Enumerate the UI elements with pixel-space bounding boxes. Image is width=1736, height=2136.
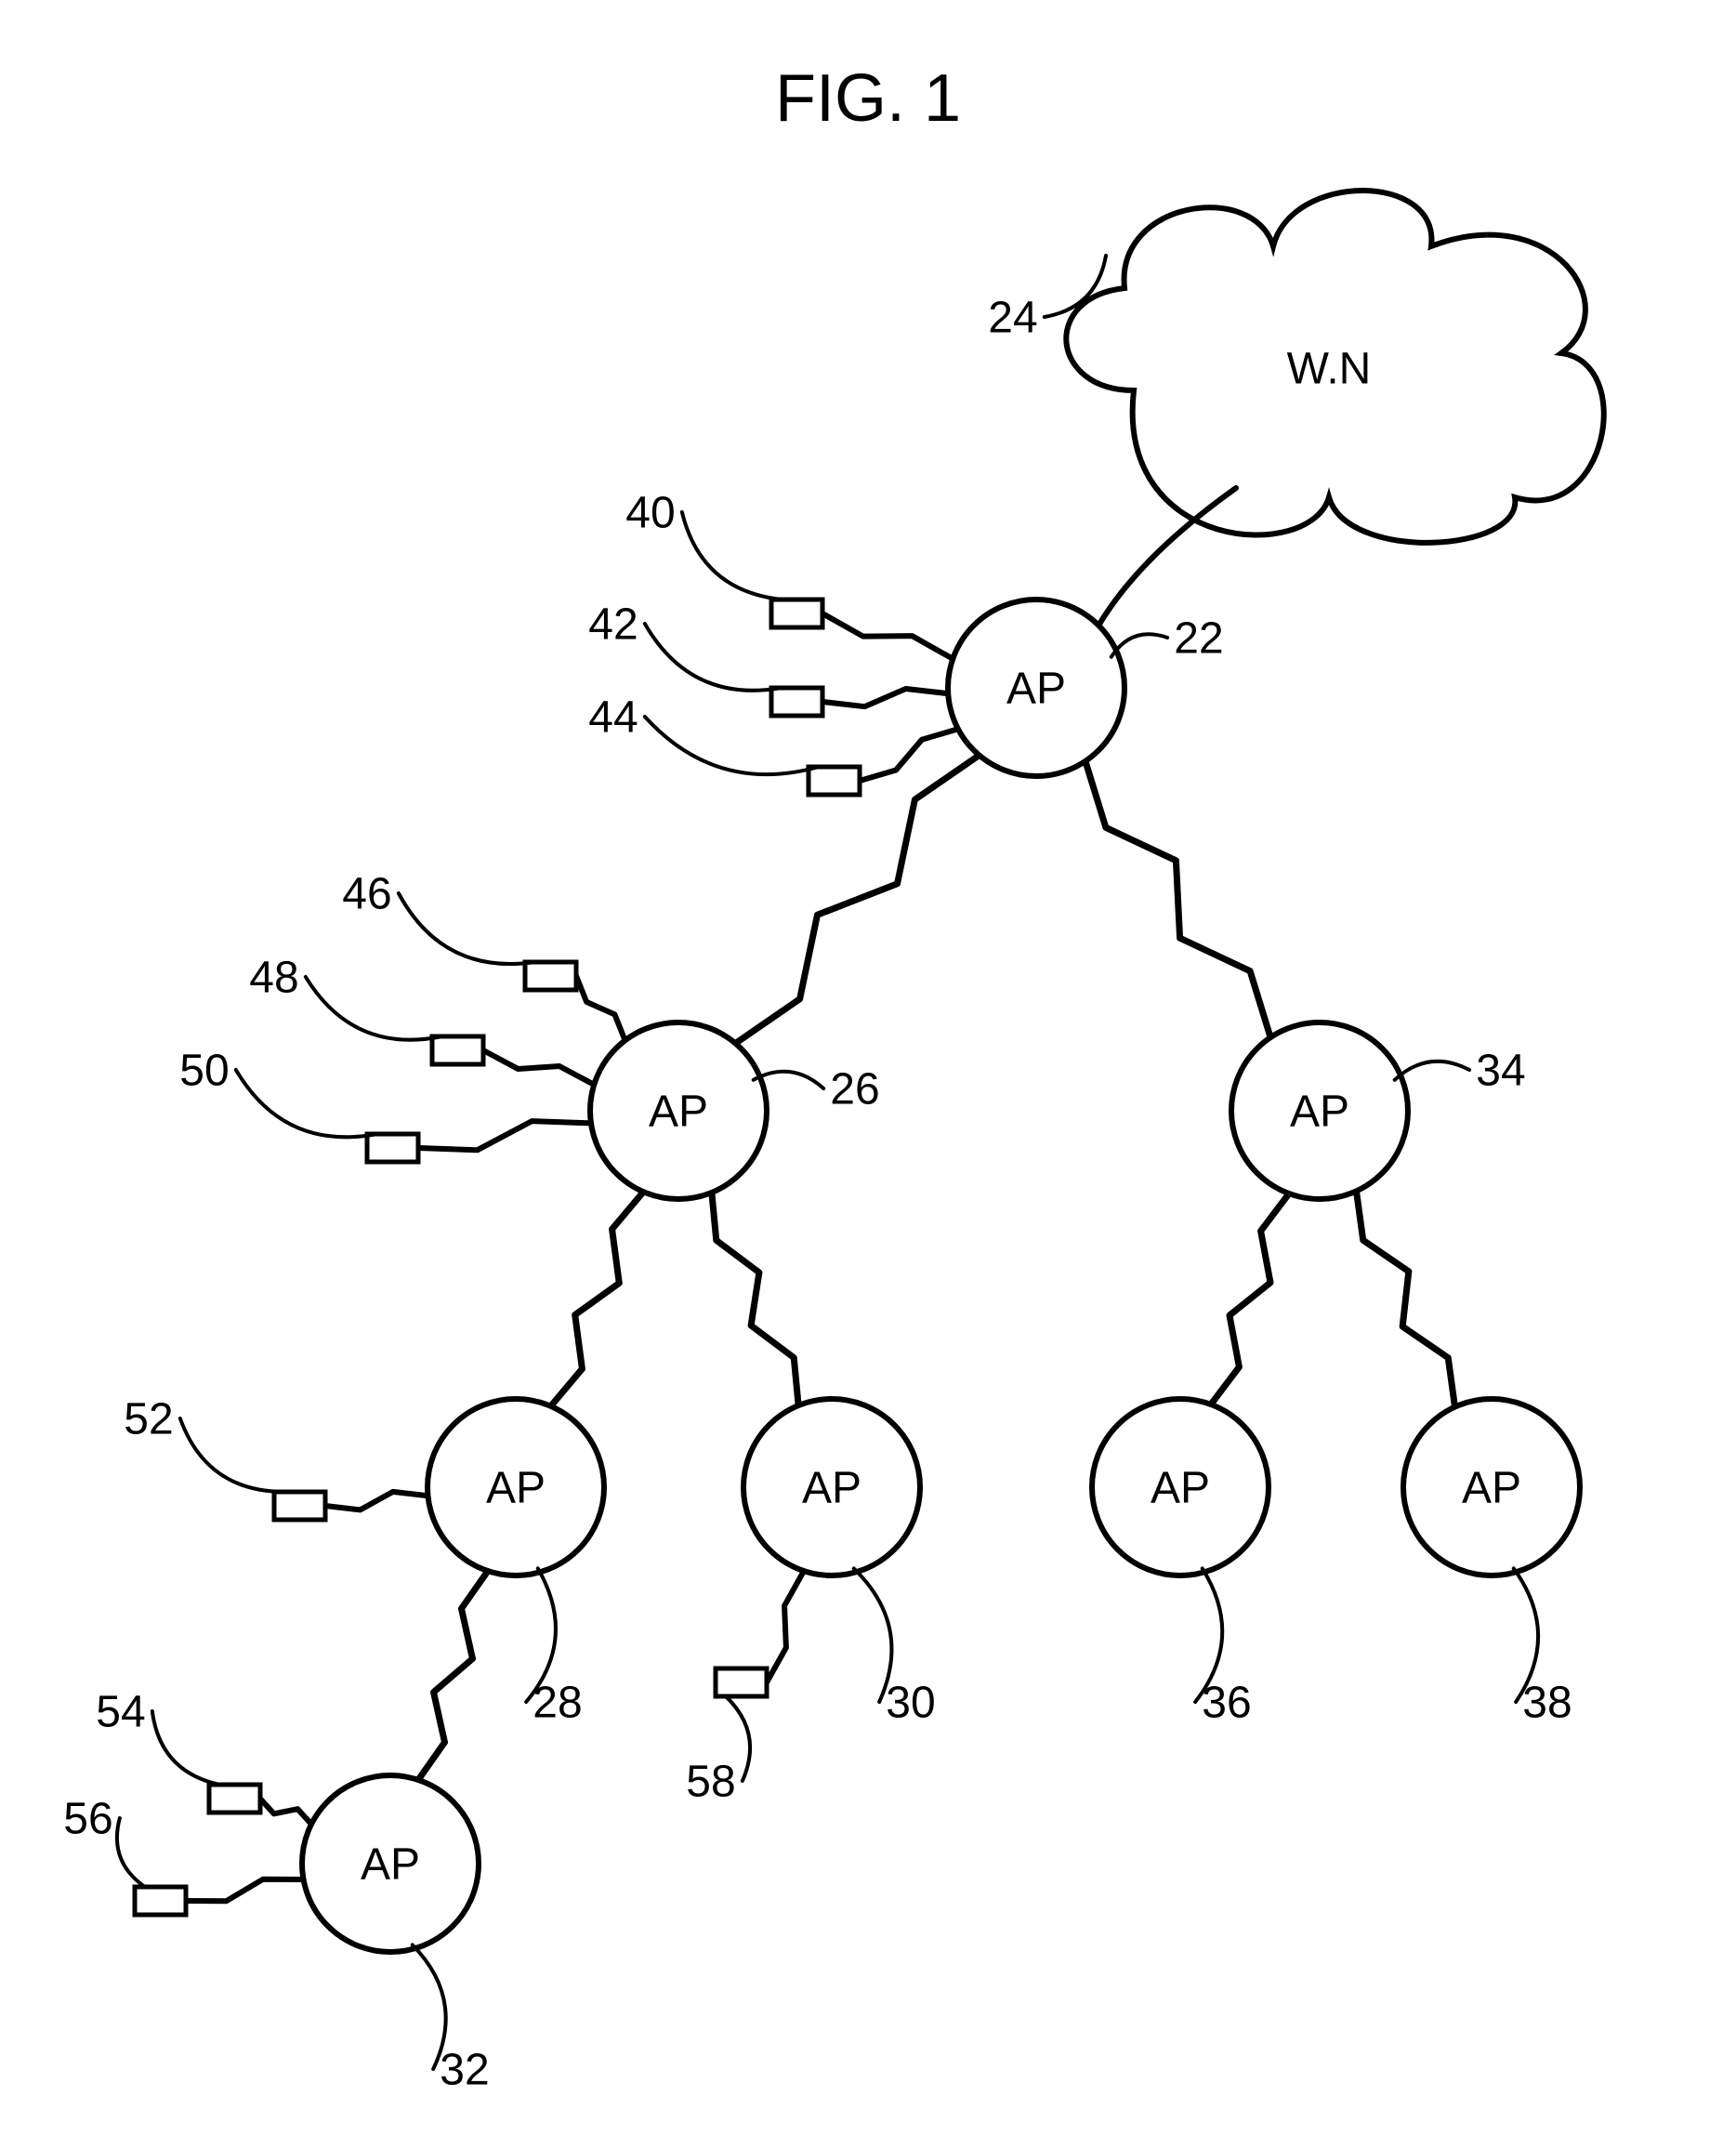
ref-label-28: 28 [533, 1679, 582, 1728]
ref-label-42: 42 [588, 600, 638, 650]
link-dev58-ap30 [767, 1571, 804, 1682]
ref-label-58: 58 [686, 1758, 735, 1807]
ref-label-48: 48 [249, 954, 298, 1003]
edge-ap34-ap36 [1211, 1193, 1289, 1404]
ap-node-34-label: AP [1290, 1088, 1349, 1137]
device-52 [274, 1492, 325, 1520]
device-44 [809, 767, 860, 795]
edge-ap22-ap34 [1085, 761, 1270, 1037]
ref-label-54: 54 [96, 1688, 145, 1737]
ref-leader-40 [682, 512, 782, 600]
ref-label-56: 56 [63, 1795, 112, 1844]
link-dev54-ap32 [260, 1799, 311, 1825]
ref-label-32: 32 [440, 2046, 489, 2095]
ref-leader-48 [306, 977, 442, 1040]
device-58 [716, 1668, 767, 1696]
device-40 [771, 600, 822, 627]
ref-label-38: 38 [1522, 1679, 1572, 1728]
link-dev42-ap22 [822, 689, 948, 706]
link-dev44-ap22 [860, 729, 958, 781]
figure-title: FIG. 1 [775, 61, 961, 136]
link-dev56-ap32 [186, 1879, 304, 1901]
edge-ap22-ap26 [735, 756, 979, 1044]
ref-label-26: 26 [830, 1065, 879, 1114]
ap-node-30-label: AP [802, 1464, 861, 1513]
device-48 [432, 1036, 483, 1064]
link-dev40-ap22 [822, 613, 953, 659]
ref-label-30: 30 [886, 1679, 935, 1728]
link-dev52-ap28 [325, 1492, 427, 1510]
ref-leader-42 [645, 624, 782, 691]
ref-leader-50 [236, 1070, 377, 1137]
device-54 [209, 1785, 260, 1813]
link-dev48-ap26 [483, 1050, 594, 1085]
ref-label-22: 22 [1174, 614, 1223, 664]
ref-label-34: 34 [1476, 1047, 1525, 1096]
ref-label-52: 52 [124, 1395, 173, 1444]
ref-leader-34 [1395, 1061, 1469, 1080]
ref-leader-44 [645, 717, 819, 774]
devices-group [135, 600, 860, 1915]
ap-nodes-group: AP AP AP AP AP AP AP AP [302, 600, 1580, 1952]
cloud-label: W.N [1287, 345, 1372, 394]
device-56 [135, 1887, 186, 1915]
ref-label-36: 36 [1202, 1679, 1251, 1728]
edge-ap28-ap32 [418, 1571, 488, 1780]
ap-node-26-label: AP [649, 1088, 708, 1137]
link-dev46-ap26 [576, 976, 625, 1040]
ref-label-46: 46 [342, 870, 391, 919]
ref-label-40: 40 [625, 489, 675, 538]
ref-leader-54 [152, 1711, 219, 1785]
ref-label-24: 24 [988, 294, 1037, 343]
ref-leader-52 [180, 1418, 284, 1492]
edge-ap26-ap28 [551, 1192, 644, 1406]
ap-node-36-label: AP [1151, 1464, 1210, 1513]
ref-label-44: 44 [588, 693, 638, 743]
ap-node-38-label: AP [1462, 1464, 1521, 1513]
ap-node-32-label: AP [361, 1840, 420, 1890]
ref-leader-56 [117, 1818, 145, 1887]
link-dev50-ap26 [418, 1121, 591, 1150]
device-46 [525, 962, 576, 990]
ref-leader-46 [399, 893, 535, 964]
ref-label-50: 50 [179, 1047, 229, 1096]
ap-edges-group [418, 756, 1454, 1780]
edge-ap34-ap38 [1356, 1191, 1454, 1406]
device-42 [771, 688, 822, 716]
device-50 [367, 1134, 418, 1162]
edge-ap26-ap30 [712, 1193, 798, 1405]
ap-node-22-label: AP [1006, 665, 1066, 714]
ap-node-28-label: AP [486, 1464, 546, 1513]
